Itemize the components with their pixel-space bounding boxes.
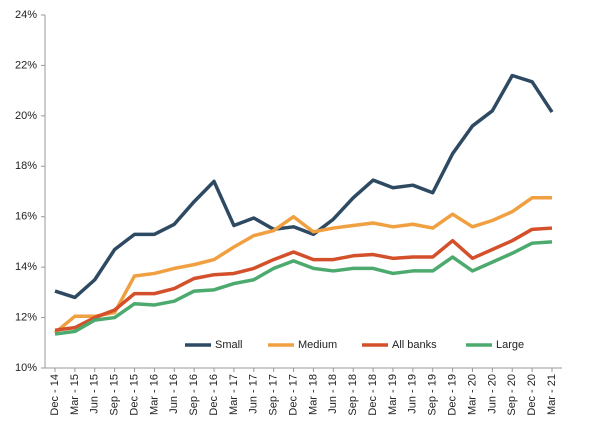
- x-tick-label: Dec - 15: [128, 374, 140, 416]
- x-tick-label: Mar - 15: [69, 374, 81, 415]
- x-tick-label: Sep - 20: [506, 374, 518, 416]
- x-tick-label: Dec - 17: [287, 374, 299, 416]
- x-tick-label: Mar - 21: [546, 374, 558, 415]
- x-tick-label: Sep - 18: [347, 374, 359, 416]
- line-series: [54, 226, 553, 332]
- y-tick-label: 24%: [15, 9, 37, 21]
- x-tick-label: Sep - 17: [268, 374, 280, 416]
- x-tick-label: Sep - 19: [427, 374, 439, 416]
- x-tick-label: Dec - 19: [447, 374, 459, 416]
- y-tick-label: 18%: [15, 160, 37, 172]
- y-tick-label: 20%: [15, 110, 37, 122]
- y-tick-label: 16%: [15, 211, 37, 223]
- line-series: [54, 240, 553, 336]
- x-tick-label: Jun - 15: [89, 374, 101, 414]
- y-tick-label: 14%: [15, 261, 37, 273]
- x-tick-label: Mar - 18: [307, 374, 319, 415]
- x-tick-label: Dec - 20: [526, 374, 538, 416]
- x-tick-label: Jun - 17: [248, 374, 260, 414]
- x-tick-label: Jun - 18: [327, 374, 339, 414]
- x-tick-label: Jun - 16: [168, 374, 180, 414]
- legend-label: All banks: [392, 339, 437, 351]
- x-tick-label: Jun - 19: [407, 374, 419, 414]
- x-tick-label: Sep - 16: [188, 374, 200, 416]
- y-tick-label: 22%: [15, 59, 37, 71]
- x-tick-label: Mar - 20: [466, 374, 478, 415]
- legend-label: Small: [215, 339, 243, 351]
- x-tick-label: Dec - 18: [367, 374, 379, 416]
- x-tick-label: Dec - 14: [49, 374, 61, 416]
- line-series: [54, 73, 554, 300]
- x-tick-label: Sep - 15: [109, 374, 121, 416]
- x-tick-label: Mar - 17: [228, 374, 240, 415]
- legend-label: Large: [496, 339, 524, 351]
- x-tick-label: Mar - 19: [387, 374, 399, 415]
- y-tick-label: 10%: [15, 362, 37, 374]
- legend-label: Medium: [298, 339, 337, 351]
- x-tick-label: Dec - 16: [208, 374, 220, 416]
- x-tick-label: Jun - 20: [486, 374, 498, 414]
- line-series: [53, 196, 552, 335]
- y-tick-label: 12%: [15, 311, 37, 323]
- x-tick-label: Mar - 16: [148, 374, 160, 415]
